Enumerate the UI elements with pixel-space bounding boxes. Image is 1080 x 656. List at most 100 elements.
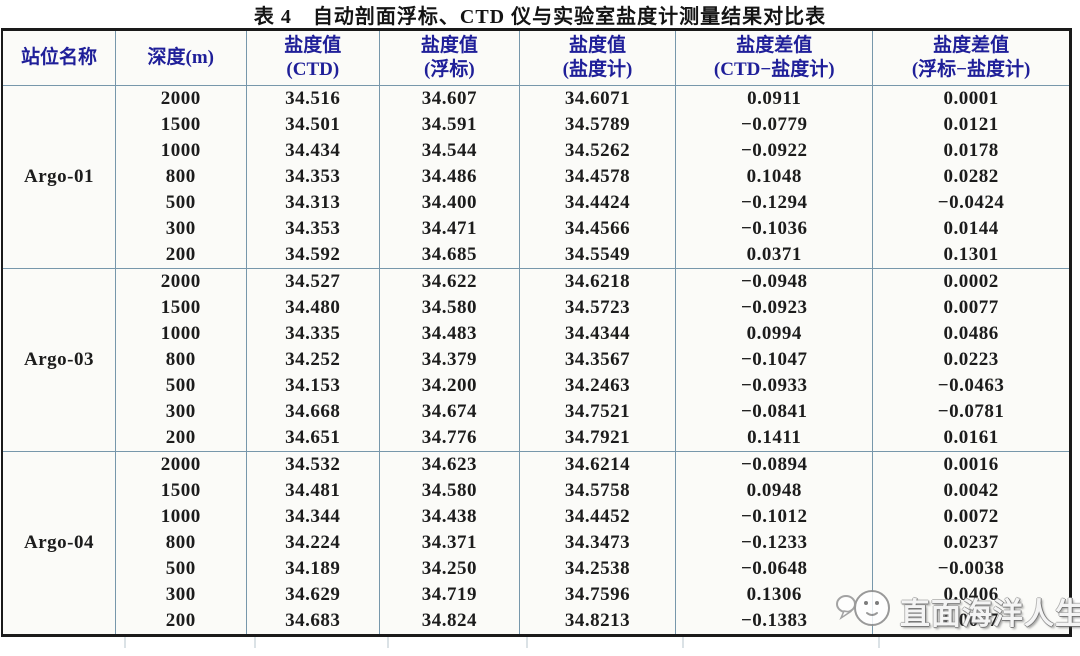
table-row: 1000 34.434 34.544 34.5262 −0.0922 0.0178 xyxy=(2,138,1071,164)
cell-depth: 500 xyxy=(115,373,247,399)
cell-diff-float-salinometer: 0.0406 xyxy=(943,584,999,605)
column-rule-stub xyxy=(124,637,126,648)
cell-diff-ctd-salinometer: 0.0948 xyxy=(675,478,874,504)
cell-salinity-salinometer: 34.4566 xyxy=(519,216,677,242)
header-cell: 盐度差值 (浮标−盐度计) xyxy=(872,29,1071,86)
cell-diff-ctd-salinometer: 0.0994 xyxy=(675,321,874,347)
cell-salinity-ctd: 34.629 xyxy=(246,582,381,608)
cell-diff-ctd-salinometer: 0.0911 xyxy=(675,85,874,112)
table-header-row: 站位名称 深度(m) 盐度值 (CTD) 盐度值 (浮标) 盐度值 (盐度计) 盐度差值 (CTD… xyxy=(2,29,1071,86)
cell-depth: 800 xyxy=(115,530,247,556)
table-row: Argo-03 2000 34.527 34.622 34.6218 −0.0948 0.0… xyxy=(2,268,1071,452)
cell-depth: 1500 xyxy=(115,295,247,321)
cell-salinity-ctd: 34.252 xyxy=(246,347,381,373)
cell-diff-ctd-salinometer: −0.1047 xyxy=(675,347,874,373)
header-line2: (CTD−盐度计) xyxy=(713,59,835,80)
salinity-comparison-table: 站位名称 深度(m) 盐度值 (CTD) 盐度值 (浮标) 盐度值 (盐度计) 盐度差值 (CTD… xyxy=(1,28,1072,637)
cell-salinity-float: 34.544 xyxy=(379,138,520,164)
cell-salinity-salinometer: 34.4424 xyxy=(519,190,677,216)
header-line1: 盐度差值 xyxy=(933,35,1010,57)
cell-diff-ctd-salinometer: 0.1411 xyxy=(675,425,874,452)
table-row: 1000 34.335 34.483 34.4344 0.0994 0.0486 xyxy=(2,321,1071,347)
column-rule-stub xyxy=(387,637,389,648)
cell-salinity-salinometer: 34.5758 xyxy=(519,478,677,504)
cell-diff-float-salinometer: 0.0178 xyxy=(943,140,999,161)
cell-depth: 1500 xyxy=(115,112,247,138)
table-row: 200 34.592 34.685 34.5549 0.0371 0.1301 xyxy=(2,242,1071,269)
cell-salinity-salinometer: 34.7596 xyxy=(519,582,677,608)
cell-depth: 500 xyxy=(115,556,247,582)
cell-diff-ctd-salinometer: 0.1048 xyxy=(675,164,874,190)
cell-salinity-float: 34.580 xyxy=(379,478,520,504)
table-row: 800 34.224 34.371 34.3473 −0.1233 0.0237 xyxy=(2,530,1071,556)
cell-salinity-salinometer: 34.4578 xyxy=(519,164,677,190)
cell-salinity-float: 34.776 xyxy=(379,425,520,452)
table-body: Argo-01 2000 34.516 34.607 34.6071 0.0911 0.00… xyxy=(2,85,1071,636)
cell-salinity-salinometer: 34.6214 xyxy=(519,451,677,478)
cell-salinity-float: 34.623 xyxy=(379,451,520,478)
cell-salinity-salinometer: 34.8213 xyxy=(519,608,677,636)
cell-salinity-salinometer: 34.6218 xyxy=(519,268,677,295)
header-line2: (浮标) xyxy=(424,59,475,80)
header-cell: 盐度差值 (CTD−盐度计) xyxy=(675,29,874,86)
cell-depth: 800 xyxy=(115,347,247,373)
cell-diff-ctd-salinometer: −0.0948 xyxy=(675,268,874,295)
header-line1: 盐度值 xyxy=(284,35,342,57)
cell-depth: 1000 xyxy=(115,504,247,530)
cell-depth: 200 xyxy=(115,425,247,452)
cell-diff-ctd-salinometer: −0.0779 xyxy=(675,112,874,138)
header-cell: 深度(m) xyxy=(115,29,247,86)
cell-salinity-salinometer: 34.5262 xyxy=(519,138,677,164)
station-name: Argo-01 xyxy=(2,85,116,269)
cell-salinity-salinometer: 34.2463 xyxy=(519,373,677,399)
cell-salinity-ctd: 34.668 xyxy=(246,399,381,425)
table-row: Argo-04 2000 34.532 34.623 34.6214 −0.0894 0.0… xyxy=(2,451,1071,636)
cell-diff-ctd-salinometer: 0.0371 xyxy=(675,242,874,269)
cell-salinity-float: 34.685 xyxy=(379,242,520,269)
cell-salinity-ctd: 34.516 xyxy=(246,85,381,112)
header-line1: 盐度差值 xyxy=(736,35,813,57)
cell-salinity-float: 34.250 xyxy=(379,556,520,582)
cell-depth: 1000 xyxy=(115,321,247,347)
cell-diff-ctd-salinometer: −0.0933 xyxy=(675,373,874,399)
cell-salinity-ctd: 34.532 xyxy=(246,451,381,478)
table-row: 800 34.252 34.379 34.3567 −0.1047 0.0223 xyxy=(2,347,1071,373)
cell-diff-float-salinometer: −0.0424 xyxy=(937,192,1005,213)
cell-salinity-ctd: 34.313 xyxy=(246,190,381,216)
cell-diff-ctd-salinometer: −0.0922 xyxy=(675,138,874,164)
table-row: 200 34.683 34.824 34.8213 −0.1383 0.0027 xyxy=(2,608,1071,636)
table-row: 1500 34.501 34.591 34.5789 −0.0779 0.0121 xyxy=(2,112,1071,138)
cell-salinity-ctd: 34.189 xyxy=(246,556,381,582)
cell-salinity-salinometer: 34.5723 xyxy=(519,295,677,321)
cell-salinity-salinometer: 34.6071 xyxy=(519,85,677,112)
cell-depth: 500 xyxy=(115,190,247,216)
cell-salinity-float: 34.486 xyxy=(379,164,520,190)
cell-salinity-ctd: 34.501 xyxy=(246,112,381,138)
cell-diff-ctd-salinometer: −0.0648 xyxy=(675,556,874,582)
cell-diff-ctd-salinometer: −0.1036 xyxy=(675,216,874,242)
cell-depth: 200 xyxy=(115,242,247,269)
table-row: 300 34.668 34.674 34.7521 −0.0841 −0.0781 xyxy=(2,399,1071,425)
cell-salinity-ctd: 34.481 xyxy=(246,478,381,504)
cell-depth: 200 xyxy=(115,608,247,636)
cell-depth: 2000 xyxy=(115,85,247,112)
cell-diff-ctd-salinometer: −0.1383 xyxy=(675,608,874,636)
cell-diff-float-salinometer: 0.0027 xyxy=(943,610,999,631)
cell-salinity-salinometer: 34.3567 xyxy=(519,347,677,373)
header-line2: (CTD) xyxy=(286,59,340,80)
cell-salinity-ctd: 34.527 xyxy=(246,268,381,295)
header-line2: (浮标−盐度计) xyxy=(911,59,1031,80)
cell-salinity-salinometer: 34.2538 xyxy=(519,556,677,582)
header-cell: 盐度值 (盐度计) xyxy=(519,29,677,86)
table-row: 300 34.629 34.719 34.7596 0.1306 0.0406 xyxy=(2,582,1071,608)
cell-depth: 2000 xyxy=(115,451,247,478)
cell-diff-float-salinometer: −0.0463 xyxy=(937,375,1005,396)
cell-diff-float-salinometer: 0.0042 xyxy=(943,480,999,501)
cell-salinity-salinometer: 34.5549 xyxy=(519,242,677,269)
cell-depth: 300 xyxy=(115,582,247,608)
cell-diff-ctd-salinometer: −0.0841 xyxy=(675,399,874,425)
cell-salinity-float: 34.622 xyxy=(379,268,520,295)
cell-salinity-ctd: 34.683 xyxy=(246,608,381,636)
header-cell: 盐度值 (浮标) xyxy=(379,29,520,86)
